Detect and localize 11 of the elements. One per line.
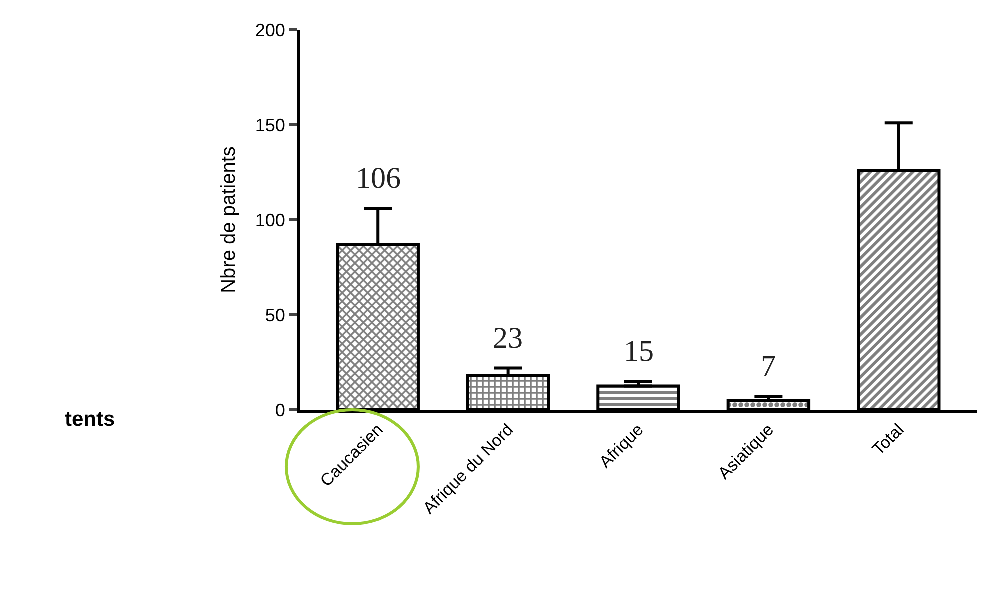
- y-tick-label: 150: [255, 115, 286, 136]
- annotation: 106: [356, 162, 401, 195]
- y-tick-label: 50: [265, 305, 286, 326]
- y-tick-label: 200: [255, 20, 286, 40]
- y-tick-label: 0: [275, 400, 286, 420]
- y-axis-title: Nbre de patients: [218, 146, 240, 294]
- annotation: 23: [493, 322, 523, 355]
- annotation: 15: [624, 335, 654, 368]
- annotation: 7: [761, 350, 776, 383]
- y-tick-label: 100: [255, 210, 286, 230]
- text: tents: [65, 408, 116, 431]
